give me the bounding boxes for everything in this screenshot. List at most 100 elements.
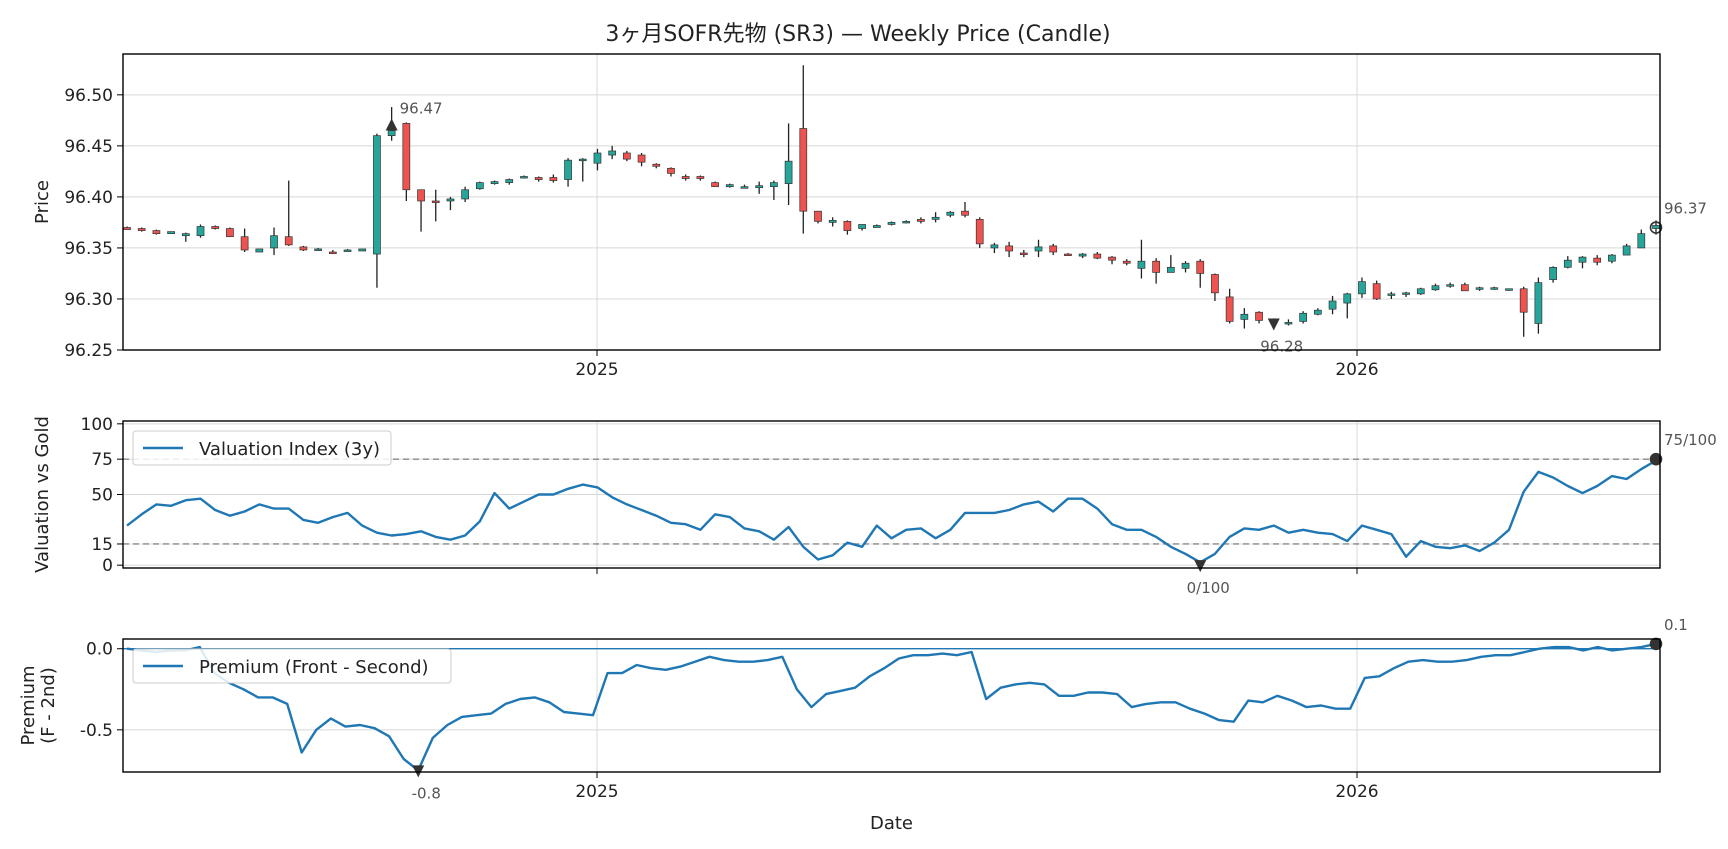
last-label: 0.1 [1664, 616, 1688, 634]
candle-body [667, 167, 675, 174]
candle-body [284, 236, 293, 246]
min-label: 96.28 [1260, 337, 1303, 355]
candle-body [961, 210, 969, 216]
candle-body [402, 123, 411, 191]
series-line [126, 459, 1657, 564]
candle-body [1314, 309, 1322, 315]
last-marker [1649, 452, 1663, 466]
min-marker [1194, 560, 1207, 573]
candle-body [608, 150, 617, 156]
candle-body [123, 227, 131, 230]
candle-body [1534, 282, 1543, 324]
x-tick-label: 2025 [575, 782, 618, 802]
candle-body [1461, 284, 1469, 292]
candle-body [328, 251, 337, 254]
candle-body [226, 228, 234, 238]
max-label: 96.47 [400, 99, 443, 117]
candle-body [1475, 287, 1484, 290]
candle-body [858, 224, 866, 229]
candle-body [564, 159, 572, 180]
candle-body [314, 248, 322, 251]
candle-body [696, 176, 705, 179]
candle-body [799, 128, 808, 212]
panel-frame [122, 53, 1661, 351]
candle-body [1211, 274, 1219, 294]
candle-body [755, 185, 764, 189]
legend: Premium (Front - Second) [132, 648, 452, 684]
y-tick-label: 96.30 [64, 290, 113, 310]
y-tick-label: 0 [102, 556, 113, 576]
y-tick-label: 96.45 [64, 137, 113, 157]
legend-box [132, 648, 452, 684]
candle-body [1225, 296, 1234, 322]
y-tick-label: 0.0 [86, 640, 113, 660]
candle-body [681, 176, 690, 179]
candle-body [1372, 283, 1381, 300]
candle-body [843, 221, 852, 231]
candle-body [431, 200, 440, 203]
panel-1: 2025 2026 96.25 96.30 96.35 96.40 96.45 96.50 Pr… [32, 53, 1707, 380]
candle-body [1505, 288, 1513, 291]
candle-body [1328, 300, 1337, 310]
max-marker [385, 118, 398, 131]
candle-body [725, 184, 734, 188]
candle-body [373, 135, 381, 255]
candle-body [446, 198, 455, 202]
candle-body [549, 177, 558, 181]
candle-body [1431, 285, 1440, 291]
candle-body [1034, 246, 1043, 252]
candle-body [1005, 245, 1013, 252]
candle-body [167, 231, 175, 234]
candle-body [946, 211, 955, 216]
candle-body [299, 246, 308, 251]
y-tick-label: 15 [91, 535, 113, 555]
candle-body [1093, 253, 1102, 259]
candle-body [1137, 260, 1146, 269]
candle-body [181, 233, 190, 237]
legend-label: Valuation Index (3y) [199, 439, 380, 460]
candle-body [387, 130, 396, 137]
legend-box [132, 430, 392, 466]
candle-body [1637, 233, 1646, 249]
y-tick-label: 50 [91, 486, 113, 506]
candle-body [1299, 312, 1308, 322]
min-marker [1267, 318, 1280, 331]
y-tick-label: 96.25 [64, 341, 113, 361]
candle-body [578, 158, 587, 162]
candle-body [975, 219, 984, 245]
candle-body [902, 221, 911, 224]
y-tick-label: 96.50 [64, 86, 113, 106]
y-axis-label: Premium [18, 665, 39, 745]
candle-body [990, 244, 999, 249]
candle-body [1358, 281, 1366, 295]
candle-body [740, 186, 749, 189]
candle-body [784, 160, 793, 184]
candle-body [1578, 256, 1587, 263]
panel-2: 015 50 75 100 Valuation vs Gold Valuation Ind… [32, 415, 1717, 597]
candle-body [240, 236, 249, 251]
legend: Valuation Index (3y) [132, 430, 392, 466]
candle-body [255, 248, 264, 253]
candle-body [534, 177, 543, 180]
candle-body [1019, 252, 1028, 255]
candle-body [1519, 288, 1528, 313]
x-axis-label: Date [870, 813, 913, 834]
candle-body [1593, 257, 1602, 263]
candle-body [1402, 292, 1410, 295]
candle-body [1064, 253, 1072, 257]
y-tick-label: 100 [81, 415, 113, 435]
candle-body [152, 230, 161, 234]
y-tick-label: 96.35 [64, 239, 113, 259]
series-line [126, 642, 1657, 772]
candle-body [461, 189, 469, 200]
panel-3: 2025 2026 0.0 -0.5 Premium (F - 2nd) Premium (… [18, 616, 1688, 834]
y-axis-label: Valuation vs Gold [32, 416, 53, 573]
candle-body [1196, 260, 1205, 274]
candle-body [814, 210, 822, 222]
candle-body [270, 235, 278, 249]
candle-body [343, 249, 352, 252]
panel-frame [122, 420, 1661, 569]
candle-body [1622, 245, 1631, 256]
candle-body [505, 179, 514, 183]
last-marker [1649, 221, 1663, 234]
